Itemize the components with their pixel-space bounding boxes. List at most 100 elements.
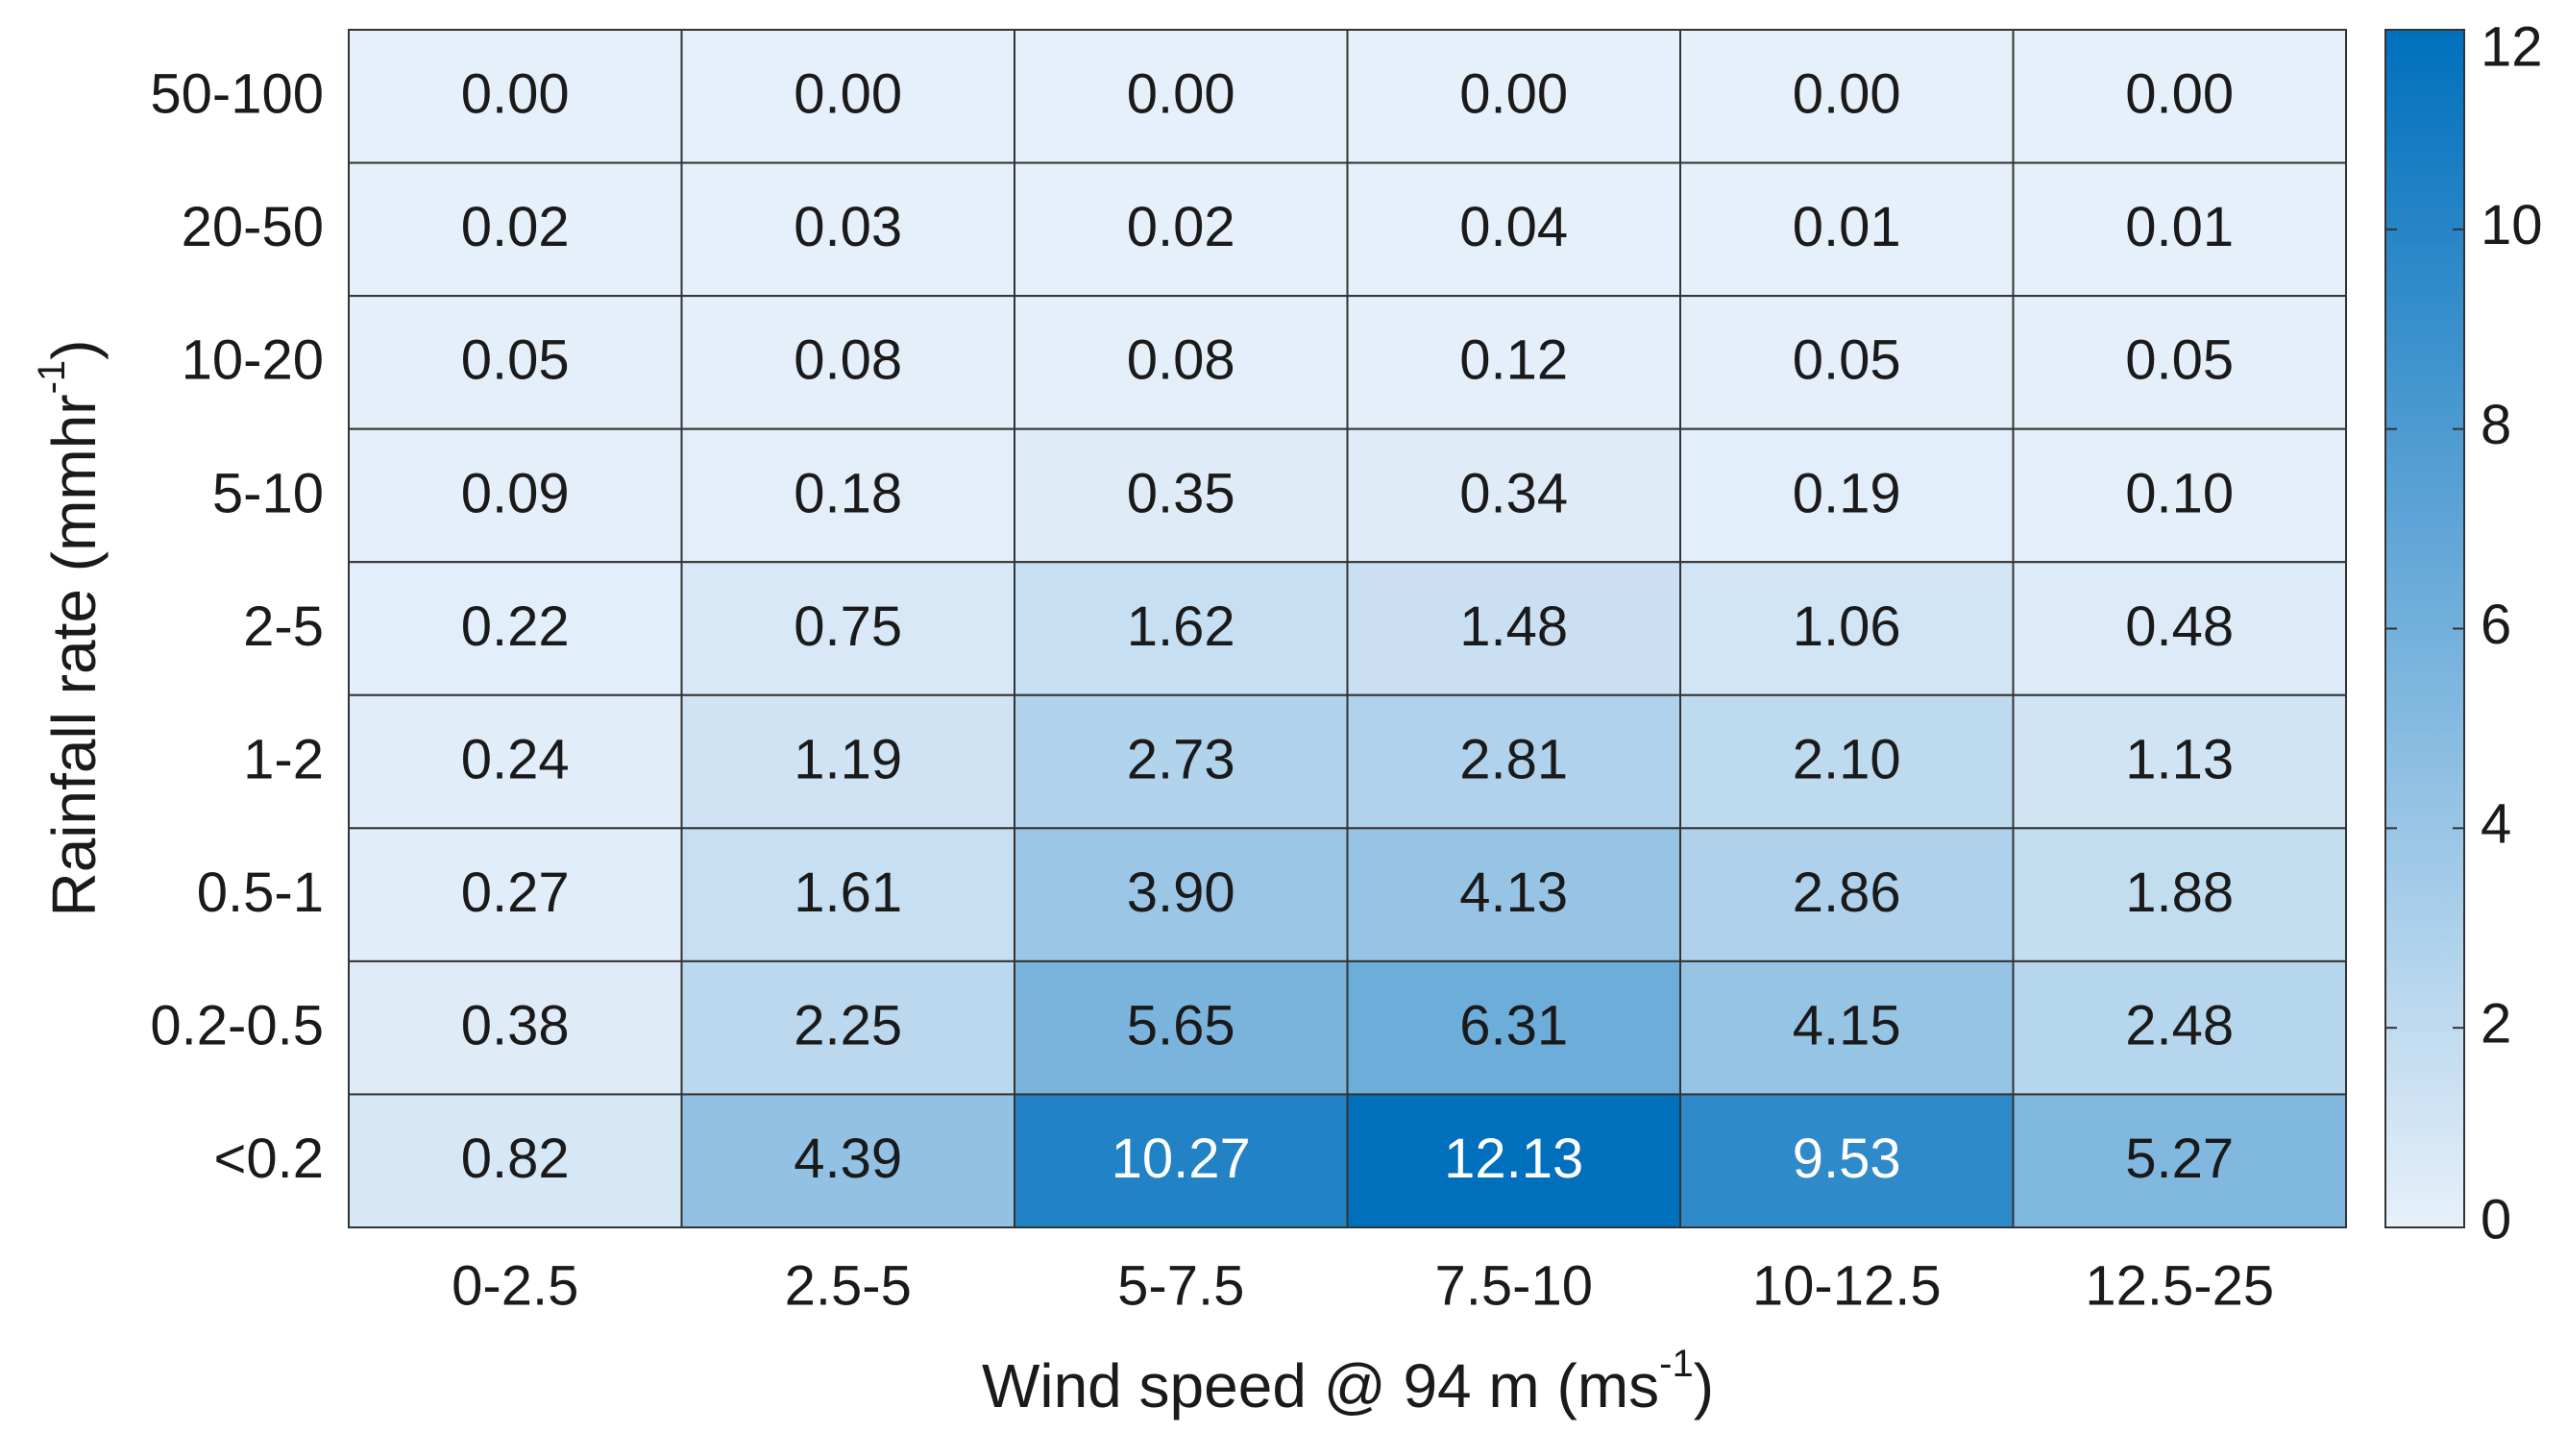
y-tick-label: 10-20	[182, 329, 324, 392]
cell-label: 0.34	[1459, 462, 1568, 524]
cell-label: 12.13	[1444, 1128, 1583, 1190]
cell	[2012, 827, 2347, 962]
cell	[1679, 29, 2015, 164]
cell-label: 0.01	[2125, 196, 2234, 258]
cell-label: 0.35	[1127, 462, 1235, 524]
colorbar-tick-label: 12	[2481, 15, 2543, 78]
cell	[1679, 295, 2015, 430]
cell-label: 0.04	[1459, 196, 1568, 258]
cell	[1679, 1093, 2015, 1229]
cell	[348, 827, 683, 962]
cell	[2012, 561, 2347, 696]
cell-label: 2.81	[1459, 728, 1568, 790]
cell-label: 0.05	[2125, 329, 2234, 392]
x-tick-label: 7.5-10	[1435, 1254, 1593, 1317]
cell-label: 1.61	[794, 861, 902, 924]
x-tick-label: 10-12.5	[1752, 1254, 1942, 1317]
cell-label: 2.73	[1127, 728, 1235, 790]
y-tick-label: 1-2	[243, 728, 324, 790]
cell-label: 0.00	[2125, 63, 2234, 126]
y-tick-label: 2-5	[243, 595, 324, 658]
cell	[1346, 29, 1681, 164]
cell	[1014, 959, 1349, 1096]
cell	[1346, 295, 1681, 430]
cell-label: 0.48	[2125, 595, 2234, 658]
y-tick-label: 5-10	[212, 462, 324, 524]
cell	[2012, 1093, 2347, 1229]
x-tick-label: 2.5-5	[785, 1254, 912, 1317]
y-tick-label: 50-100	[150, 63, 324, 126]
y-tick-label: 0.5-1	[197, 861, 324, 924]
cell	[680, 1093, 1015, 1229]
cell	[1679, 561, 2015, 696]
cell-label: 9.53	[1793, 1128, 1901, 1190]
cell	[348, 693, 683, 830]
x-tick-label: 0-2.5	[452, 1254, 578, 1317]
cell	[680, 827, 1015, 962]
cell-label: 1.48	[1459, 595, 1568, 658]
cell-label: 0.08	[794, 329, 902, 392]
cell	[348, 29, 683, 164]
x-tick-label: 5-7.5	[1117, 1254, 1244, 1317]
cell-label: 4.39	[794, 1128, 902, 1190]
cell-label: 0.03	[794, 196, 902, 258]
cell-label: 0.27	[461, 861, 570, 924]
cell-label: 0.00	[794, 63, 902, 126]
cell-label: 1.13	[2125, 728, 2234, 790]
cell	[1346, 561, 1681, 696]
cell-label: 1.88	[2125, 861, 2234, 924]
cell	[348, 959, 683, 1096]
cell	[348, 561, 683, 696]
cell	[348, 427, 683, 564]
cell	[1346, 427, 1681, 564]
cell-label: 0.18	[794, 462, 902, 524]
cell	[2012, 29, 2347, 164]
cell	[2012, 959, 2347, 1096]
cell-label: 2.48	[2125, 994, 2234, 1056]
cell-label: 1.62	[1127, 595, 1235, 658]
cell	[1014, 427, 1349, 564]
cell-label: 2.25	[794, 994, 902, 1056]
cell-label: 1.06	[1793, 595, 1901, 658]
cell	[680, 295, 1015, 430]
cell	[1014, 827, 1349, 962]
cell-label: 0.12	[1459, 329, 1568, 392]
cell	[2012, 693, 2347, 830]
cell	[1679, 693, 2015, 830]
colorbar-tick-label: 6	[2481, 594, 2511, 656]
cell-label: 3.90	[1127, 861, 1235, 924]
cell-label: 0.38	[461, 994, 570, 1056]
cell-label: 0.00	[461, 63, 570, 126]
cell	[680, 427, 1015, 564]
cell	[2012, 161, 2347, 298]
x-tick-label: 12.5-25	[2085, 1254, 2274, 1317]
cell-label: 4.13	[1459, 861, 1568, 924]
cell	[1679, 959, 2015, 1096]
cell-label: 2.86	[1793, 861, 1901, 924]
x-axis-label: Wind speed @ 94 m (ms-1)	[982, 1343, 1714, 1420]
cell	[2012, 295, 2347, 430]
y-tick-label: 20-50	[182, 196, 324, 258]
cell	[1014, 561, 1349, 696]
cell-label: 0.02	[1127, 196, 1235, 258]
cell-label: 0.02	[461, 196, 570, 258]
cell-label: 0.75	[794, 595, 902, 658]
cell-label: 0.82	[461, 1128, 570, 1190]
cell-label: 0.22	[461, 595, 570, 658]
colorbar-tick-label: 4	[2481, 793, 2511, 856]
cell-label: 0.10	[2125, 462, 2234, 524]
colorbar-tick-label: 10	[2481, 194, 2543, 256]
cell-label: 1.19	[794, 728, 902, 790]
y-tick-label: 0.2-0.5	[150, 994, 324, 1056]
cell	[348, 295, 683, 430]
cell	[1346, 827, 1681, 962]
cell-label: 5.65	[1127, 994, 1235, 1056]
cell-label: 4.15	[1793, 994, 1901, 1056]
cell-label: 0.05	[1793, 329, 1901, 392]
cell-label: 5.27	[2125, 1128, 2234, 1190]
cell-label: 0.00	[1127, 63, 1235, 126]
colorbar-tick-label: 2	[2481, 992, 2511, 1055]
cell	[1346, 161, 1681, 298]
cell-label: 0.00	[1459, 63, 1568, 126]
cell-label: 6.31	[1459, 994, 1568, 1056]
